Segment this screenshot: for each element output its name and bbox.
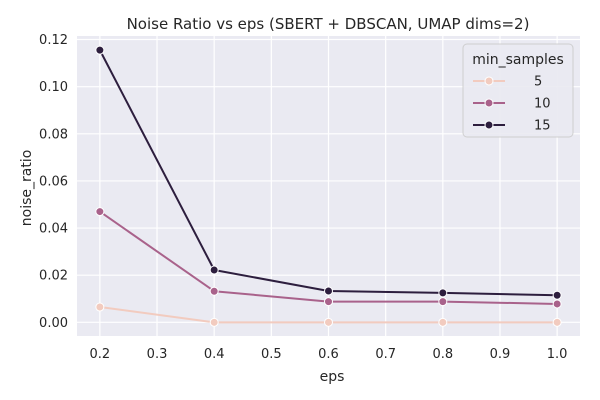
x-tick-label: 0.8 [432, 347, 453, 362]
data-point [209, 265, 219, 275]
y-tick-label: 0.06 [39, 174, 68, 189]
y-tick-label: 0.02 [39, 269, 68, 284]
legend-entry: 5 [473, 75, 542, 90]
data-point [552, 290, 562, 300]
y-tick-label: 0.04 [39, 222, 68, 237]
x-tick-label: 1.0 [547, 347, 568, 362]
data-point [552, 317, 562, 327]
data-point [95, 45, 105, 55]
legend: min_samples 5 10 15 [462, 43, 574, 138]
data-point [324, 317, 333, 327]
x-tick-label: 0.3 [147, 347, 168, 362]
legend-marker [484, 76, 494, 86]
x-tick-label: 0.7 [375, 347, 396, 362]
x-tick-label: 0.9 [490, 347, 511, 362]
data-point [95, 302, 105, 312]
series-15 [95, 45, 562, 300]
tick-labels: 0.2 0.3 0.4 0.5 0.6 0.7 0.8 0.9 1.0 0.00 0.02 0.04 0… [39, 33, 567, 362]
data-point [324, 297, 333, 307]
x-tick-label: 0.2 [90, 347, 111, 362]
legend-title: min_samples [472, 52, 564, 68]
y-tick-label: 0.00 [39, 316, 68, 331]
legend-entry: 15 [473, 119, 551, 134]
data-point [324, 286, 333, 296]
data-point [95, 207, 105, 217]
chart-title: Noise Ratio vs eps (SBERT + DBSCAN, UMAP… [127, 15, 530, 33]
data-point [209, 286, 219, 296]
legend-label: 5 [534, 75, 542, 90]
data-point [209, 317, 219, 327]
legend-label: 15 [534, 119, 551, 134]
x-tick-label: 0.4 [204, 347, 225, 362]
series-layer [95, 45, 562, 327]
data-point [438, 297, 448, 307]
y-tick-label: 0.12 [39, 33, 68, 48]
legend-entry: 10 [473, 97, 551, 112]
y-axis-label: noise_ratio [19, 150, 35, 227]
x-tick-label: 0.6 [318, 347, 339, 362]
series-5 [95, 302, 562, 327]
data-point [438, 288, 448, 298]
legend-marker [484, 98, 494, 108]
legend-marker [484, 120, 494, 130]
data-point [438, 317, 448, 327]
x-tick-label: 0.5 [261, 347, 282, 362]
x-axis-label: eps [320, 369, 345, 385]
data-point [552, 299, 562, 309]
y-tick-label: 0.10 [39, 80, 68, 95]
legend-items: 5 10 15 [473, 75, 551, 134]
series-10 [95, 207, 562, 309]
y-tick-label: 0.08 [39, 127, 68, 142]
legend-box [462, 43, 574, 138]
legend-label: 10 [534, 97, 551, 112]
